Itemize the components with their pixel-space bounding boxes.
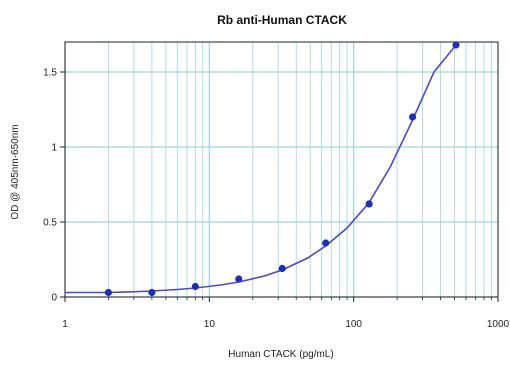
chart-title: Rb anti-Human CTACK <box>217 13 347 27</box>
data-point <box>365 200 373 208</box>
y-tick-label: 0.5 <box>43 218 57 229</box>
fit-curve-layer <box>65 44 457 294</box>
x-axis-label: Human CTACK (pg/mL) <box>228 349 333 360</box>
x-tick-label: 1000 <box>487 319 510 330</box>
x-tick-label: 100 <box>345 319 362 330</box>
y-axis-label: OD @ 405nm-650nm <box>10 124 21 219</box>
x-tick-label: 1 <box>62 319 68 330</box>
data-point <box>148 288 156 297</box>
data-point <box>104 288 113 297</box>
data-point <box>322 239 330 247</box>
data-points <box>104 41 460 297</box>
data-point <box>278 264 286 273</box>
fit-curve <box>65 44 457 294</box>
data-point <box>408 113 417 121</box>
axis-ticks: 1 10 100 1000 0 0.5 1 1.5 <box>43 68 509 331</box>
x-tick-label: 10 <box>204 319 216 330</box>
data-point <box>235 275 243 283</box>
data-point <box>452 41 460 49</box>
data-point <box>191 282 199 291</box>
y-tick-label: 1 <box>51 143 57 154</box>
y-tick-label: 0 <box>51 293 57 304</box>
plot-area <box>64 41 499 298</box>
y-tick-label: 1.5 <box>43 68 57 79</box>
grid <box>64 42 499 298</box>
